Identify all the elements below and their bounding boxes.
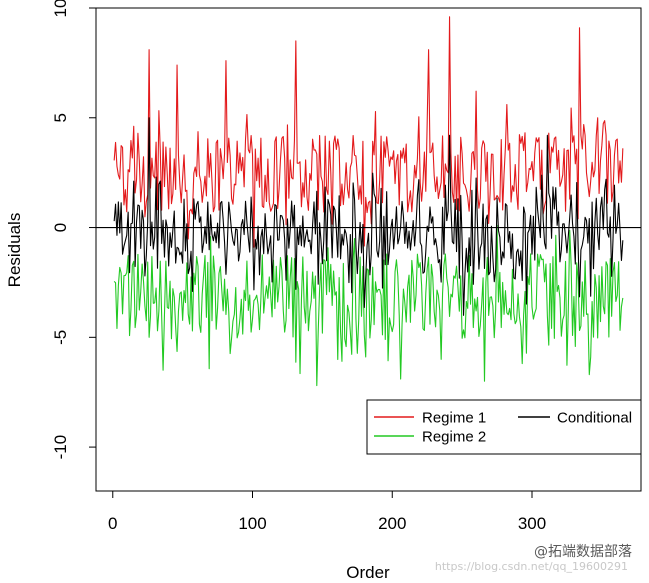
watermark-url: https://blog.csdn.net/qq_19600291	[435, 560, 628, 573]
legend: Regime 1 Regime 2 Conditional	[366, 399, 642, 455]
y-tick-label: 5	[51, 113, 70, 122]
series-layer	[113, 16, 624, 387]
legend-box	[366, 399, 642, 455]
series-line-regime-2	[113, 224, 624, 387]
series-line-conditional	[113, 117, 624, 316]
x-tick-label: 300	[518, 514, 546, 533]
x-tick-label: 200	[378, 514, 406, 533]
plot-frame	[95, 7, 642, 492]
series-line-regime-1	[113, 16, 624, 248]
y-tick-label: -5	[51, 330, 70, 345]
watermark-brand: @拓端数据部落	[534, 544, 632, 560]
x-tick-label: 100	[238, 514, 266, 533]
y-axis: -10 -5 0 5 10	[51, 0, 96, 459]
y-tick-label: -10	[51, 435, 70, 460]
x-tick-label: 0	[108, 514, 117, 533]
y-axis-label: Residuals	[5, 213, 24, 288]
legend-label-regime-2: Regime 2	[422, 429, 486, 446]
y-tick-label: 0	[51, 223, 70, 232]
legend-label-regime-1: Regime 1	[422, 410, 486, 427]
x-axis: 0 100 200 300	[108, 491, 546, 533]
legend-label-conditional: Conditional	[557, 410, 632, 427]
x-axis-label: Order	[346, 563, 390, 582]
y-tick-label: 10	[51, 0, 70, 17]
